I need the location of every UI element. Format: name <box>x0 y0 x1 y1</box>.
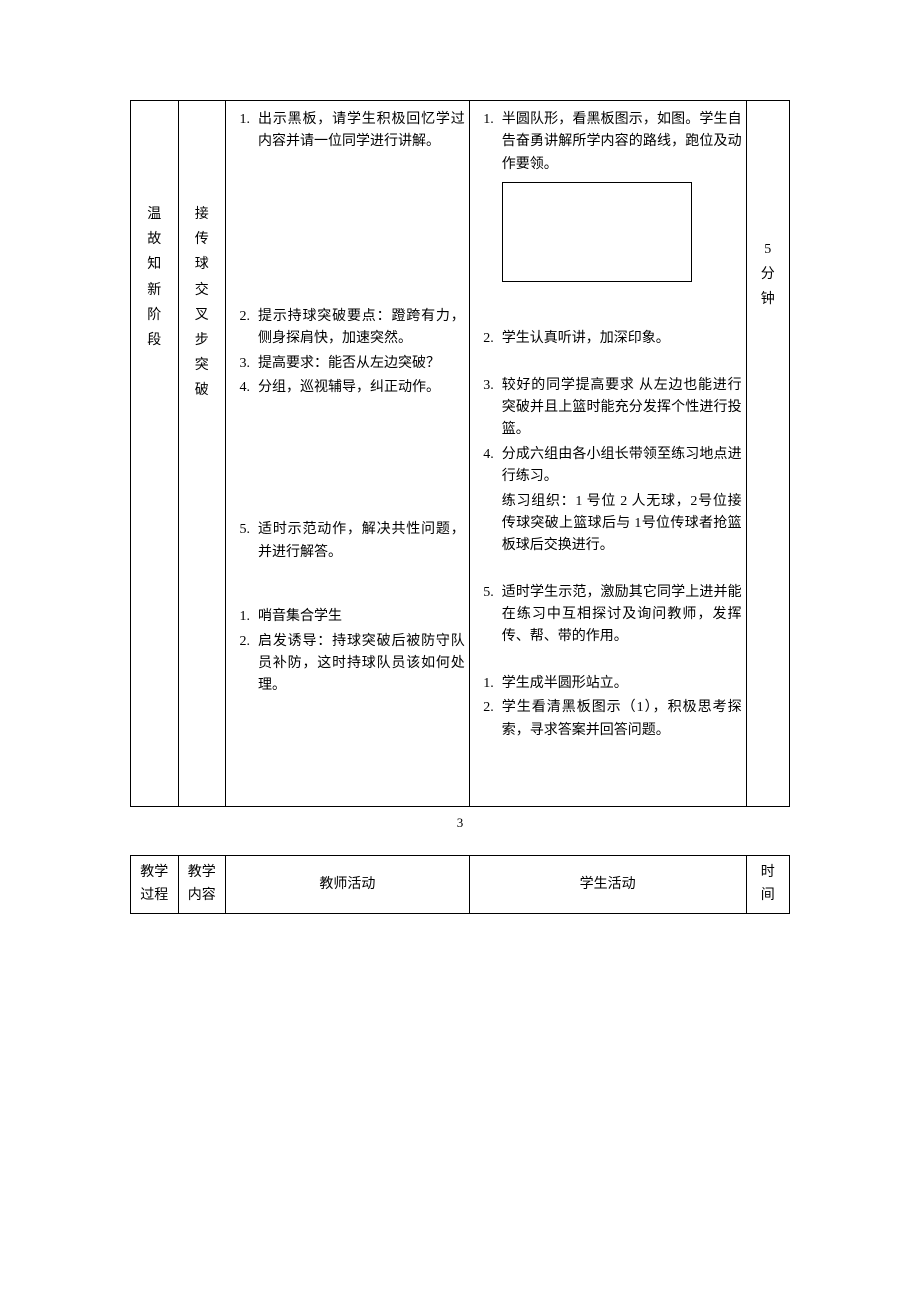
student-list: 1. 学生成半圆形站立。 2. 学生看清黑板图示（1），积极思考探索，寻求答案并… <box>474 673 742 742</box>
item-text: 练习组织：1 号位 2 人无球，2号位接传球突破上篮球后与 1号位传球者抢篮板球… <box>502 491 742 558</box>
teacher-list: 5. 适时示范动作，解决共性问题，并进行解答。 <box>230 519 465 564</box>
student-list: 3. 较好的同学提高要求 从左边也能进行突破并且上篮时能充分发挥个性进行投篮。 … <box>474 375 742 558</box>
item-text: 分组，巡视辅导，纠正动作。 <box>258 377 465 399</box>
time-cell: 5 分 钟 <box>746 101 789 807</box>
header-stage: 教学 过程 <box>131 856 179 914</box>
time-label: 5 分 钟 <box>751 107 785 313</box>
header-student: 学生活动 <box>469 856 746 914</box>
item-number: 1. <box>230 606 258 628</box>
stage-cell: 温 故 知 新 阶 段 <box>131 101 179 807</box>
item-number: 1. <box>474 109 502 176</box>
diagram-placeholder <box>502 182 692 282</box>
item-number: 4. <box>474 444 502 489</box>
student-list: 1. 半圆队形，看黑板图示，如图。学生自告奋勇讲解所学内容的路线，跑位及动作要领… <box>474 109 742 176</box>
item-number <box>474 491 502 558</box>
teacher-cell: 1. 出示黑板，请学生积极回忆学过内容并请一位同学进行讲解。 2. 提示持球突破… <box>226 101 470 807</box>
list-item: 3. 提高要求：能否从左边突破？ <box>230 353 465 375</box>
header-teacher: 教师活动 <box>226 856 470 914</box>
lesson-plan-table: 温 故 知 新 阶 段 接 传 球 交 叉 步 突 破 <box>130 100 790 807</box>
list-item: 2. 学生看清黑板图示（1），积极思考探索，寻求答案并回答问题。 <box>474 697 742 742</box>
section-header-table: 教学 过程 教学 内容 教师活动 学生活动 时 间 <box>130 855 790 914</box>
list-item: 2. 启发诱导：持球突破后被防守队员补防，这时持球队员该如何处理。 <box>230 631 465 698</box>
student-list: 5. 适时学生示范，激励其它同学上进并能在练习中互相探讨及询问教师，发挥传、帮、… <box>474 582 742 649</box>
list-item: 2. 学生认真听讲，加深印象。 <box>474 328 742 350</box>
header-time: 时 间 <box>746 856 789 914</box>
teacher-list: 1. 出示黑板，请学生积极回忆学过内容并请一位同学进行讲解。 <box>230 109 465 154</box>
content-cell: 接 传 球 交 叉 步 突 破 <box>178 101 226 807</box>
item-number: 5. <box>474 582 502 649</box>
item-text: 学生成半圆形站立。 <box>502 673 742 695</box>
item-text: 半圆队形，看黑板图示，如图。学生自告奋勇讲解所学内容的路线，跑位及动作要领。 <box>502 109 742 176</box>
item-text: 适时示范动作，解决共性问题，并进行解答。 <box>258 519 465 564</box>
list-item: 5. 适时示范动作，解决共性问题，并进行解答。 <box>230 519 465 564</box>
item-number: 1. <box>474 673 502 695</box>
item-number: 2. <box>230 306 258 351</box>
list-item: 5. 适时学生示范，激励其它同学上进并能在练习中互相探讨及询问教师，发挥传、帮、… <box>474 582 742 649</box>
item-text: 适时学生示范，激励其它同学上进并能在练习中互相探讨及询问教师，发挥传、帮、带的作… <box>502 582 742 649</box>
item-number: 4. <box>230 377 258 399</box>
list-item: 练习组织：1 号位 2 人无球，2号位接传球突破上篮球后与 1号位传球者抢篮板球… <box>474 491 742 558</box>
item-text: 提高要求：能否从左边突破？ <box>258 353 465 375</box>
teacher-list: 1. 哨音集合学生 2. 启发诱导：持球突破后被防守队员补防，这时持球队员该如何… <box>230 606 465 698</box>
student-list: 2. 学生认真听讲，加深印象。 <box>474 328 742 350</box>
table-row: 教学 过程 教学 内容 教师活动 学生活动 时 间 <box>131 856 790 914</box>
item-text: 学生看清黑板图示（1），积极思考探索，寻求答案并回答问题。 <box>502 697 742 742</box>
list-item: 4. 分成六组由各小组长带领至练习地点进行练习。 <box>474 444 742 489</box>
item-number: 5. <box>230 519 258 564</box>
item-number: 2. <box>474 328 502 350</box>
item-number: 2. <box>230 631 258 698</box>
item-text: 启发诱导：持球突破后被防守队员补防，这时持球队员该如何处理。 <box>258 631 465 698</box>
item-text: 出示黑板，请学生积极回忆学过内容并请一位同学进行讲解。 <box>258 109 465 154</box>
item-number: 3. <box>230 353 258 375</box>
list-item: 2. 提示持球突破要点：蹬跨有力，侧身探肩快，加速突然。 <box>230 306 465 351</box>
page-number: 3 <box>130 813 790 834</box>
list-item: 1. 出示黑板，请学生积极回忆学过内容并请一位同学进行讲解。 <box>230 109 465 154</box>
list-item: 4. 分组，巡视辅导，纠正动作。 <box>230 377 465 399</box>
list-item: 1. 半圆队形，看黑板图示，如图。学生自告奋勇讲解所学内容的路线，跑位及动作要领… <box>474 109 742 176</box>
list-item: 1. 学生成半圆形站立。 <box>474 673 742 695</box>
stage-label: 温 故 知 新 阶 段 <box>135 107 174 353</box>
item-number: 2. <box>474 697 502 742</box>
table-row: 温 故 知 新 阶 段 接 传 球 交 叉 步 突 破 <box>131 101 790 807</box>
content-label: 接 传 球 交 叉 步 突 破 <box>183 107 222 404</box>
item-text: 哨音集合学生 <box>258 606 465 628</box>
header-content: 教学 内容 <box>178 856 226 914</box>
item-number: 3. <box>474 375 502 442</box>
item-text: 分成六组由各小组长带领至练习地点进行练习。 <box>502 444 742 489</box>
list-item: 3. 较好的同学提高要求 从左边也能进行突破并且上篮时能充分发挥个性进行投篮。 <box>474 375 742 442</box>
item-text: 较好的同学提高要求 从左边也能进行突破并且上篮时能充分发挥个性进行投篮。 <box>502 375 742 442</box>
item-number: 1. <box>230 109 258 154</box>
teacher-list: 2. 提示持球突破要点：蹬跨有力，侧身探肩快，加速突然。 3. 提高要求：能否从… <box>230 306 465 400</box>
item-text: 提示持球突破要点：蹬跨有力，侧身探肩快，加速突然。 <box>258 306 465 351</box>
list-item: 1. 哨音集合学生 <box>230 606 465 628</box>
student-cell: 1. 半圆队形，看黑板图示，如图。学生自告奋勇讲解所学内容的路线，跑位及动作要领… <box>469 101 746 807</box>
item-text: 学生认真听讲，加深印象。 <box>502 328 742 350</box>
